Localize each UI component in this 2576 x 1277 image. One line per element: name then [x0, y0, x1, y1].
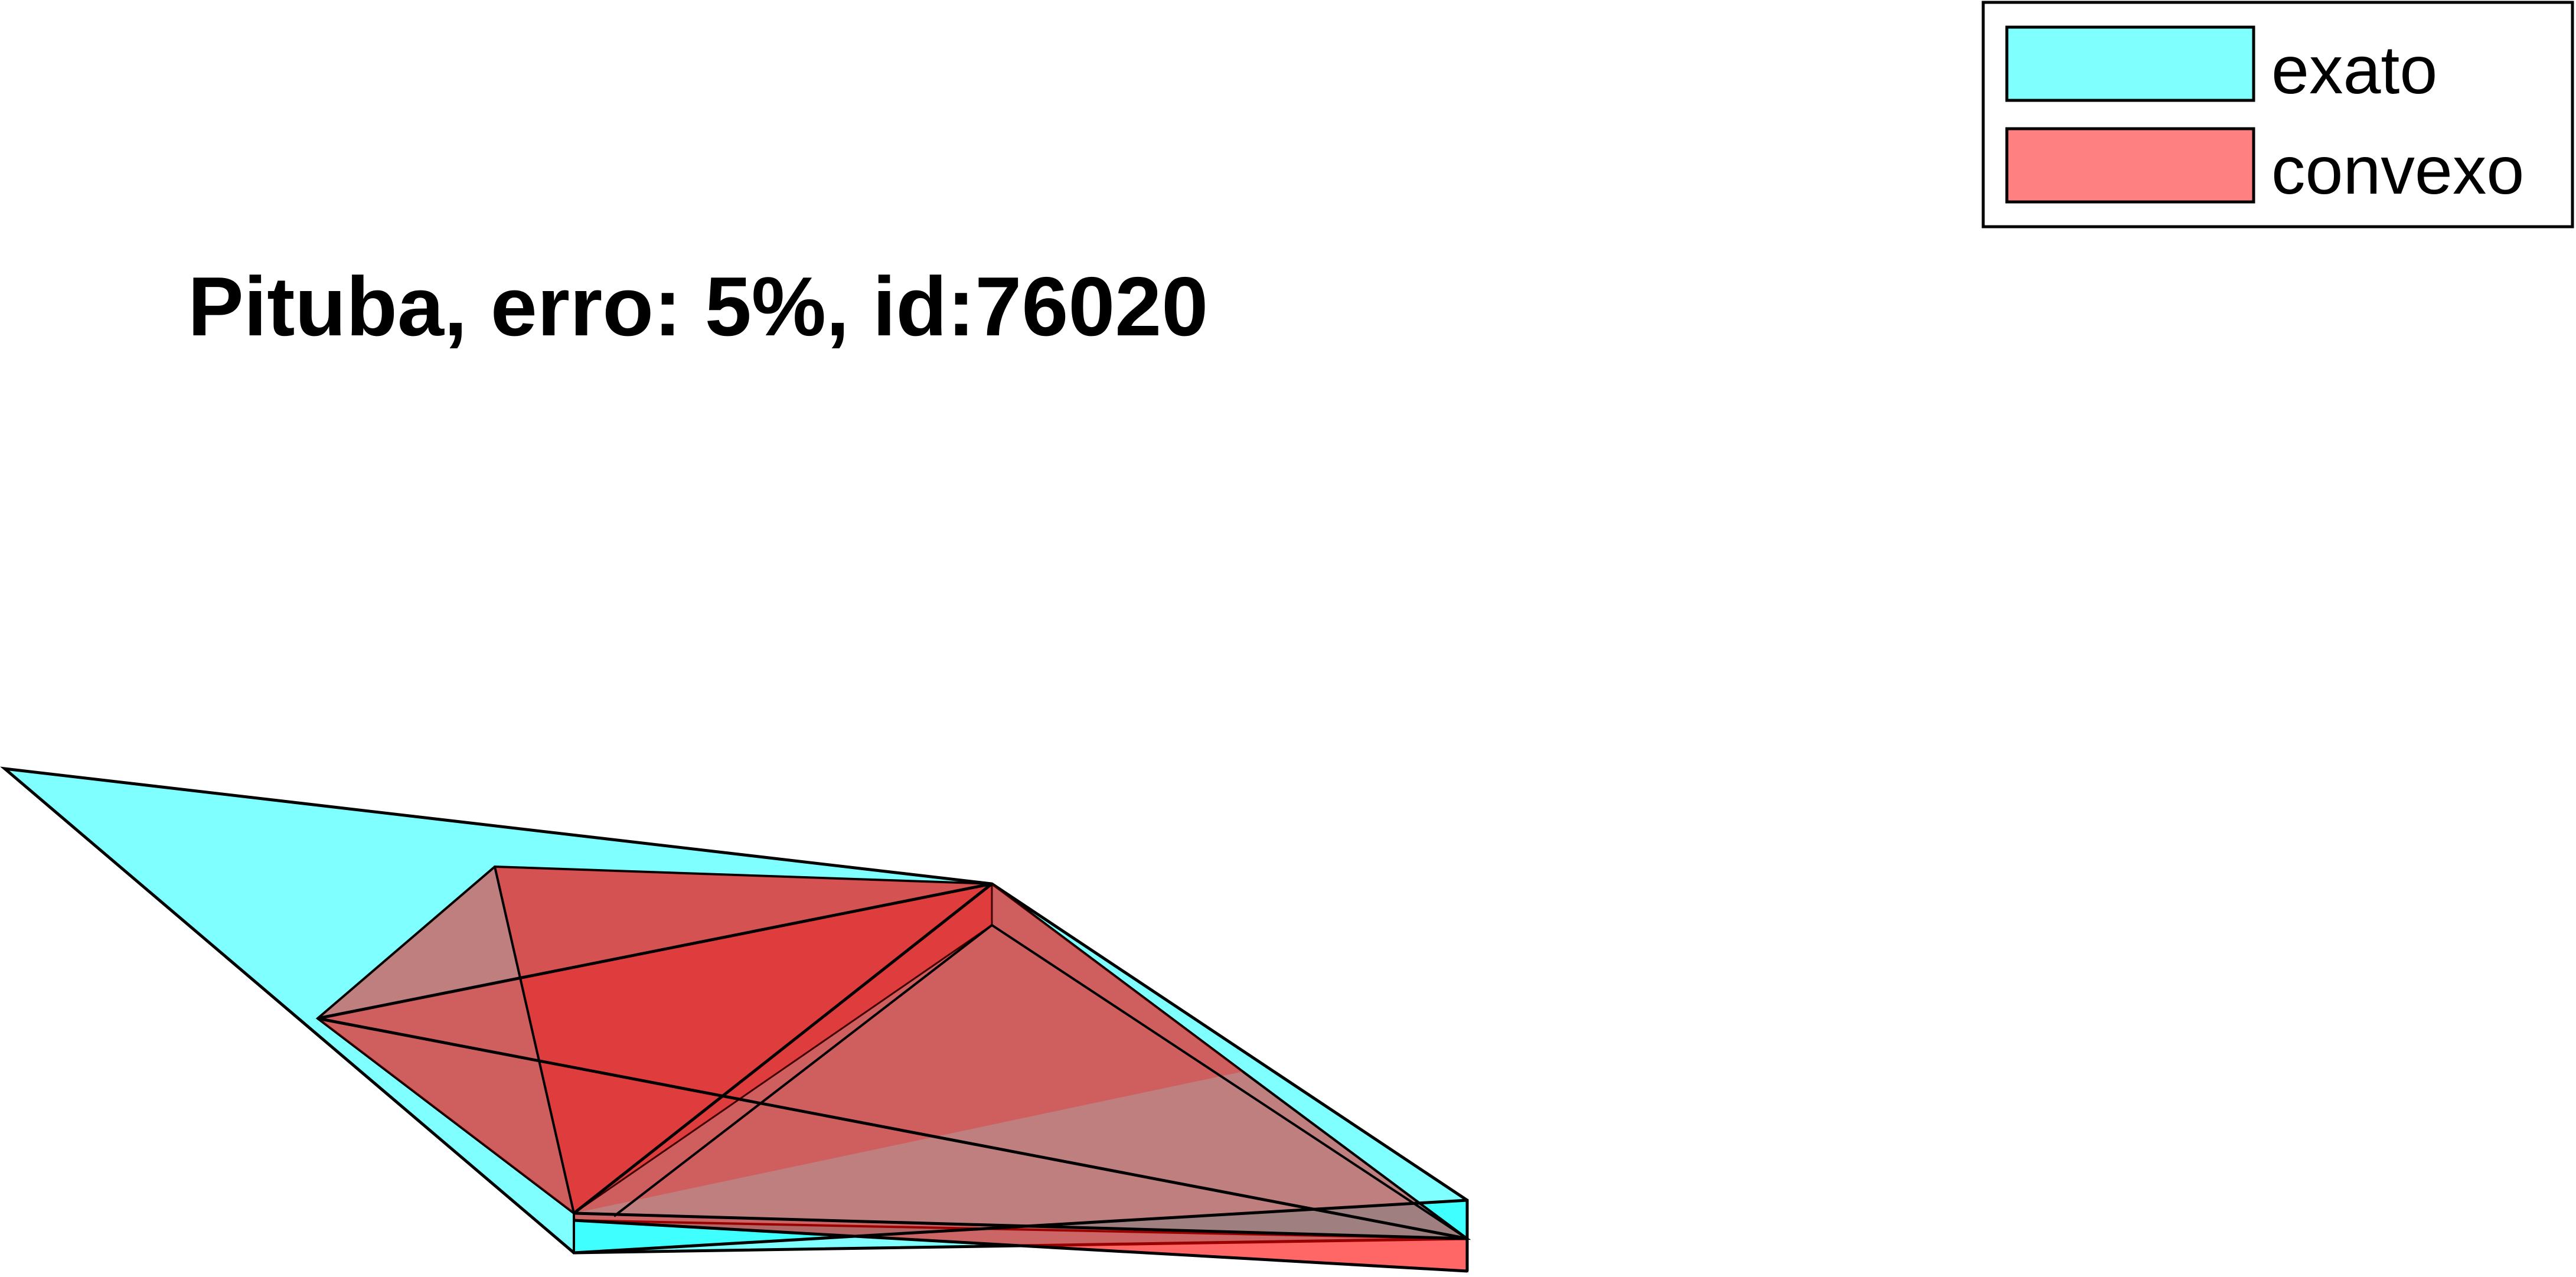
scene-3d — [0, 766, 1471, 1273]
legend: exato convexo — [1981, 1, 2574, 228]
legend-swatch-exato — [2005, 25, 2255, 102]
convexo-face-inner — [318, 884, 1243, 1213]
legend-label-convexo: convexo — [2271, 133, 2524, 208]
plot-title: Pituba, erro: 5%, id:76020 — [188, 260, 1208, 354]
legend-swatch-convexo — [2005, 127, 2255, 204]
mesh-edges — [317, 866, 1469, 1273]
legend-item-convexo: convexo — [2005, 127, 2524, 208]
legend-item-exato: exato — [2005, 25, 2437, 108]
legend-label-exato: exato — [2271, 32, 2437, 108]
